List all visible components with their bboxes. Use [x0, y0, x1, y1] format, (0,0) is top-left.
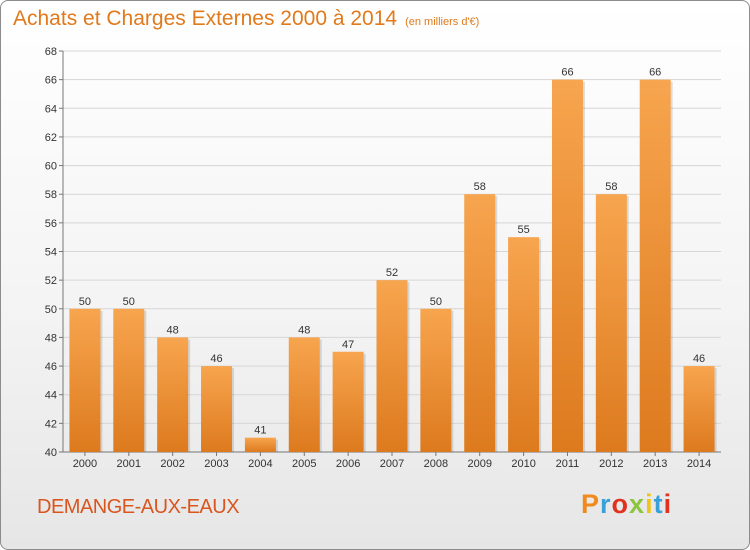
x-tick-label: 2005	[292, 458, 316, 470]
chart-unit: (en milliers d'€)	[405, 16, 480, 28]
bar-2004	[244, 437, 276, 452]
bar-2005	[288, 337, 320, 452]
y-tick-label: 52	[45, 275, 57, 287]
y-tick-label: 68	[45, 46, 57, 58]
y-tick-label: 66	[45, 75, 57, 87]
x-tick-label: 2007	[380, 458, 404, 470]
y-tick-label: 62	[45, 132, 57, 144]
x-tick-label: 2002	[160, 458, 184, 470]
value-label: 46	[210, 353, 222, 365]
x-tick-label: 2003	[204, 458, 228, 470]
y-tick-label: 64	[45, 103, 57, 115]
x-tick-label: 2000	[73, 458, 97, 470]
value-label: 52	[386, 267, 398, 279]
logo-letter: i	[663, 489, 673, 519]
bar-2006	[332, 351, 364, 452]
value-label: 48	[167, 324, 179, 336]
x-tick-label: 2013	[643, 458, 667, 470]
x-tick-label: 2004	[248, 458, 272, 470]
bar-2010	[508, 237, 540, 452]
value-label: 55	[517, 224, 529, 236]
bar-2012	[595, 194, 627, 452]
x-tick-label: 2012	[599, 458, 623, 470]
value-label: 47	[342, 339, 354, 351]
bar-2002	[157, 337, 189, 452]
title-row: Achats et Charges Externes 2000 à 2014 (e…	[13, 7, 479, 31]
value-labels: 50 50 48 46 41 48 47 52 50 58 55 66 58 66 46	[79, 67, 705, 437]
chart-title: Achats et Charges Externes 2000 à 2014	[13, 7, 398, 30]
y-tick-label: 42	[45, 418, 57, 430]
y-tick-label: 60	[45, 161, 57, 173]
y-tick-label: 46	[45, 361, 57, 373]
bar-2013	[639, 79, 671, 453]
commune-name: DEMANGE-AUX-EAUX	[37, 496, 240, 518]
value-label: 50	[79, 296, 91, 308]
proxiti-logo[interactable]: Proxiti	[581, 489, 672, 520]
value-label: 50	[123, 296, 135, 308]
y-tick-label: 58	[45, 189, 57, 201]
logo-letter: r	[600, 489, 612, 519]
bar-2007	[376, 280, 408, 452]
value-label: 66	[561, 67, 573, 79]
value-label: 46	[693, 353, 705, 365]
x-tick-label: 2001	[117, 458, 141, 470]
bars	[69, 79, 717, 453]
bar-2009	[464, 194, 496, 452]
value-label: 58	[474, 181, 486, 193]
y-tick-label: 54	[45, 247, 57, 259]
logo-letter: t	[653, 489, 664, 519]
y-tick-label: 48	[45, 332, 57, 344]
x-tick-label: 2008	[424, 458, 448, 470]
bar-2001	[113, 308, 145, 452]
logo-letter: i	[645, 489, 654, 519]
value-label: 48	[298, 324, 310, 336]
bar-2011	[551, 79, 583, 453]
x-tick-label: 2011	[556, 458, 580, 470]
bar-2003	[201, 366, 233, 452]
value-label: 66	[649, 67, 661, 79]
value-label: 58	[605, 181, 617, 193]
logo-letter: o	[611, 489, 630, 519]
y-tick-label: 40	[45, 447, 57, 459]
y-tick-label: 50	[45, 304, 57, 316]
x-tick-label: 2010	[511, 458, 535, 470]
y-tick-label: 56	[45, 218, 57, 230]
x-tick-label: 2009	[467, 458, 491, 470]
x-tick-label: 2006	[336, 458, 360, 470]
y-tick-label: 44	[45, 390, 57, 402]
logo-letter: P	[581, 489, 601, 519]
bar-2000	[69, 308, 101, 452]
x-tick-label: 2014	[687, 458, 711, 470]
bar-2008	[420, 308, 452, 452]
bar-2014	[683, 366, 715, 452]
value-label: 50	[430, 296, 442, 308]
value-label: 41	[254, 425, 266, 437]
logo-letter: x	[629, 489, 646, 519]
